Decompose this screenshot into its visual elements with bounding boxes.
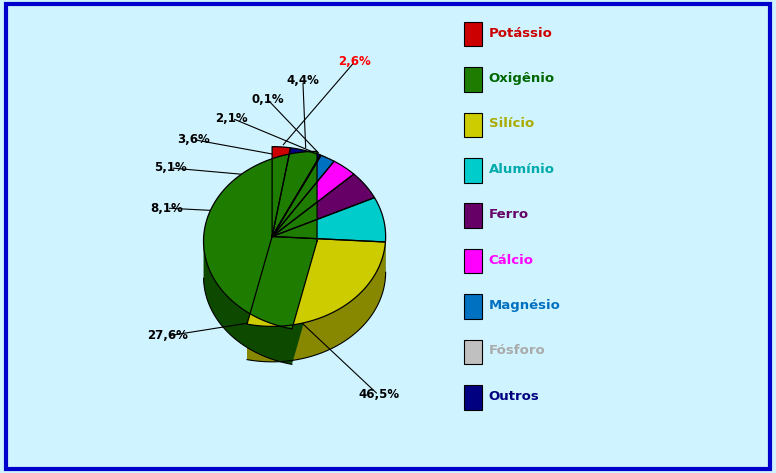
Polygon shape [272,156,334,236]
Text: Silício: Silício [489,117,534,131]
Bar [464,113,482,137]
Bar [464,385,482,410]
Polygon shape [272,148,320,236]
Text: 46,5%: 46,5% [358,388,399,402]
Text: Oxigênio: Oxigênio [489,72,555,85]
Text: 4,4%: 4,4% [286,74,319,87]
Text: 2,6%: 2,6% [338,55,371,68]
Text: 5,1%: 5,1% [154,161,187,175]
Text: Alumínio: Alumínio [489,163,555,176]
Polygon shape [247,236,272,359]
Bar [464,67,482,92]
Text: Cálcio: Cálcio [489,254,534,267]
Bar [464,158,482,183]
Text: 0,1%: 0,1% [251,93,284,106]
Text: Fósforo: Fósforo [489,344,546,358]
Bar [464,294,482,319]
Bar [464,22,482,46]
Text: Ferro: Ferro [489,208,529,221]
Text: 2,1%: 2,1% [216,112,248,125]
Polygon shape [292,241,317,364]
Text: Outros: Outros [489,390,539,403]
Bar [464,249,482,273]
Polygon shape [203,243,292,364]
Polygon shape [272,198,386,242]
Polygon shape [272,236,386,278]
Polygon shape [272,236,386,278]
Polygon shape [203,151,317,329]
Text: 27,6%: 27,6% [147,329,189,342]
Polygon shape [272,155,321,236]
Polygon shape [247,236,386,326]
Text: Magnésio: Magnésio [489,299,560,312]
Text: 3,6%: 3,6% [177,133,210,146]
Polygon shape [272,161,354,236]
Polygon shape [272,174,375,236]
Text: 8,1%: 8,1% [151,201,183,215]
Bar [464,340,482,364]
Polygon shape [247,242,386,362]
Bar [464,203,482,228]
Polygon shape [272,147,290,236]
Text: Potássio: Potássio [489,26,553,40]
